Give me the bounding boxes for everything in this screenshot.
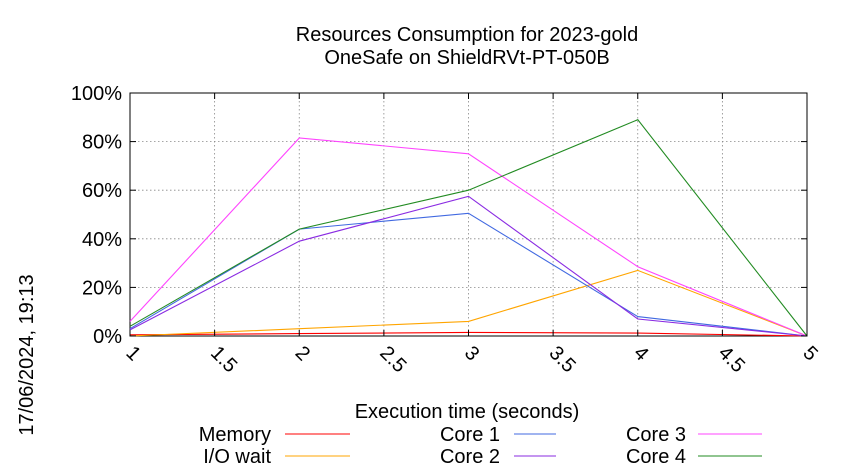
y-tick-label: 80% [82,132,122,154]
x-tick-label: 2 [291,342,314,365]
x-tick-label: 3.5 [545,342,580,377]
y-tick-label: 20% [82,277,122,299]
legend-label-core-3: Core 3 [626,424,686,446]
chart-title: Resources Consumption for 2023-gold [296,24,638,46]
legend-label-core-1: Core 1 [440,424,500,446]
y-tick-label: 60% [82,180,122,202]
x-tick-label: 3 [460,342,483,365]
legend-label-core-2: Core 2 [440,446,500,468]
chart-subtitle: OneSafe on ShieldRVt-PT-050B [324,47,609,69]
y-axis-ticks: 0% 20% 40% 60% 80% 100% [71,83,807,348]
y-tick-label: 40% [82,229,122,251]
series-line-core-1 [129,212,808,337]
x-tick-label: 2.5 [375,342,410,377]
series-line-core-4 [129,119,808,337]
series-line-core-3 [129,137,808,337]
x-tick-label: 4 [629,342,652,365]
x-tick-label: 1 [121,342,144,365]
grid-lines [130,93,807,336]
series-lines [129,119,808,337]
y-tick-label: 0% [93,326,122,348]
legend-label-i-o-wait: I/O wait [203,446,271,468]
series-line-i-o-wait [129,269,808,337]
x-axis-label: Execution time (seconds) [355,401,580,423]
x-tick-label: 1.5 [206,342,241,377]
timestamp-label: 17/06/2024, 19:13 [16,274,38,435]
series-line-core-2 [129,195,808,337]
legend-label-memory: Memory [199,424,271,446]
legend-label-core-4: Core 4 [626,446,686,468]
y-tick-label: 100% [71,83,122,105]
x-tick-label: 5 [798,342,821,365]
x-tick-label: 4.5 [714,342,749,377]
